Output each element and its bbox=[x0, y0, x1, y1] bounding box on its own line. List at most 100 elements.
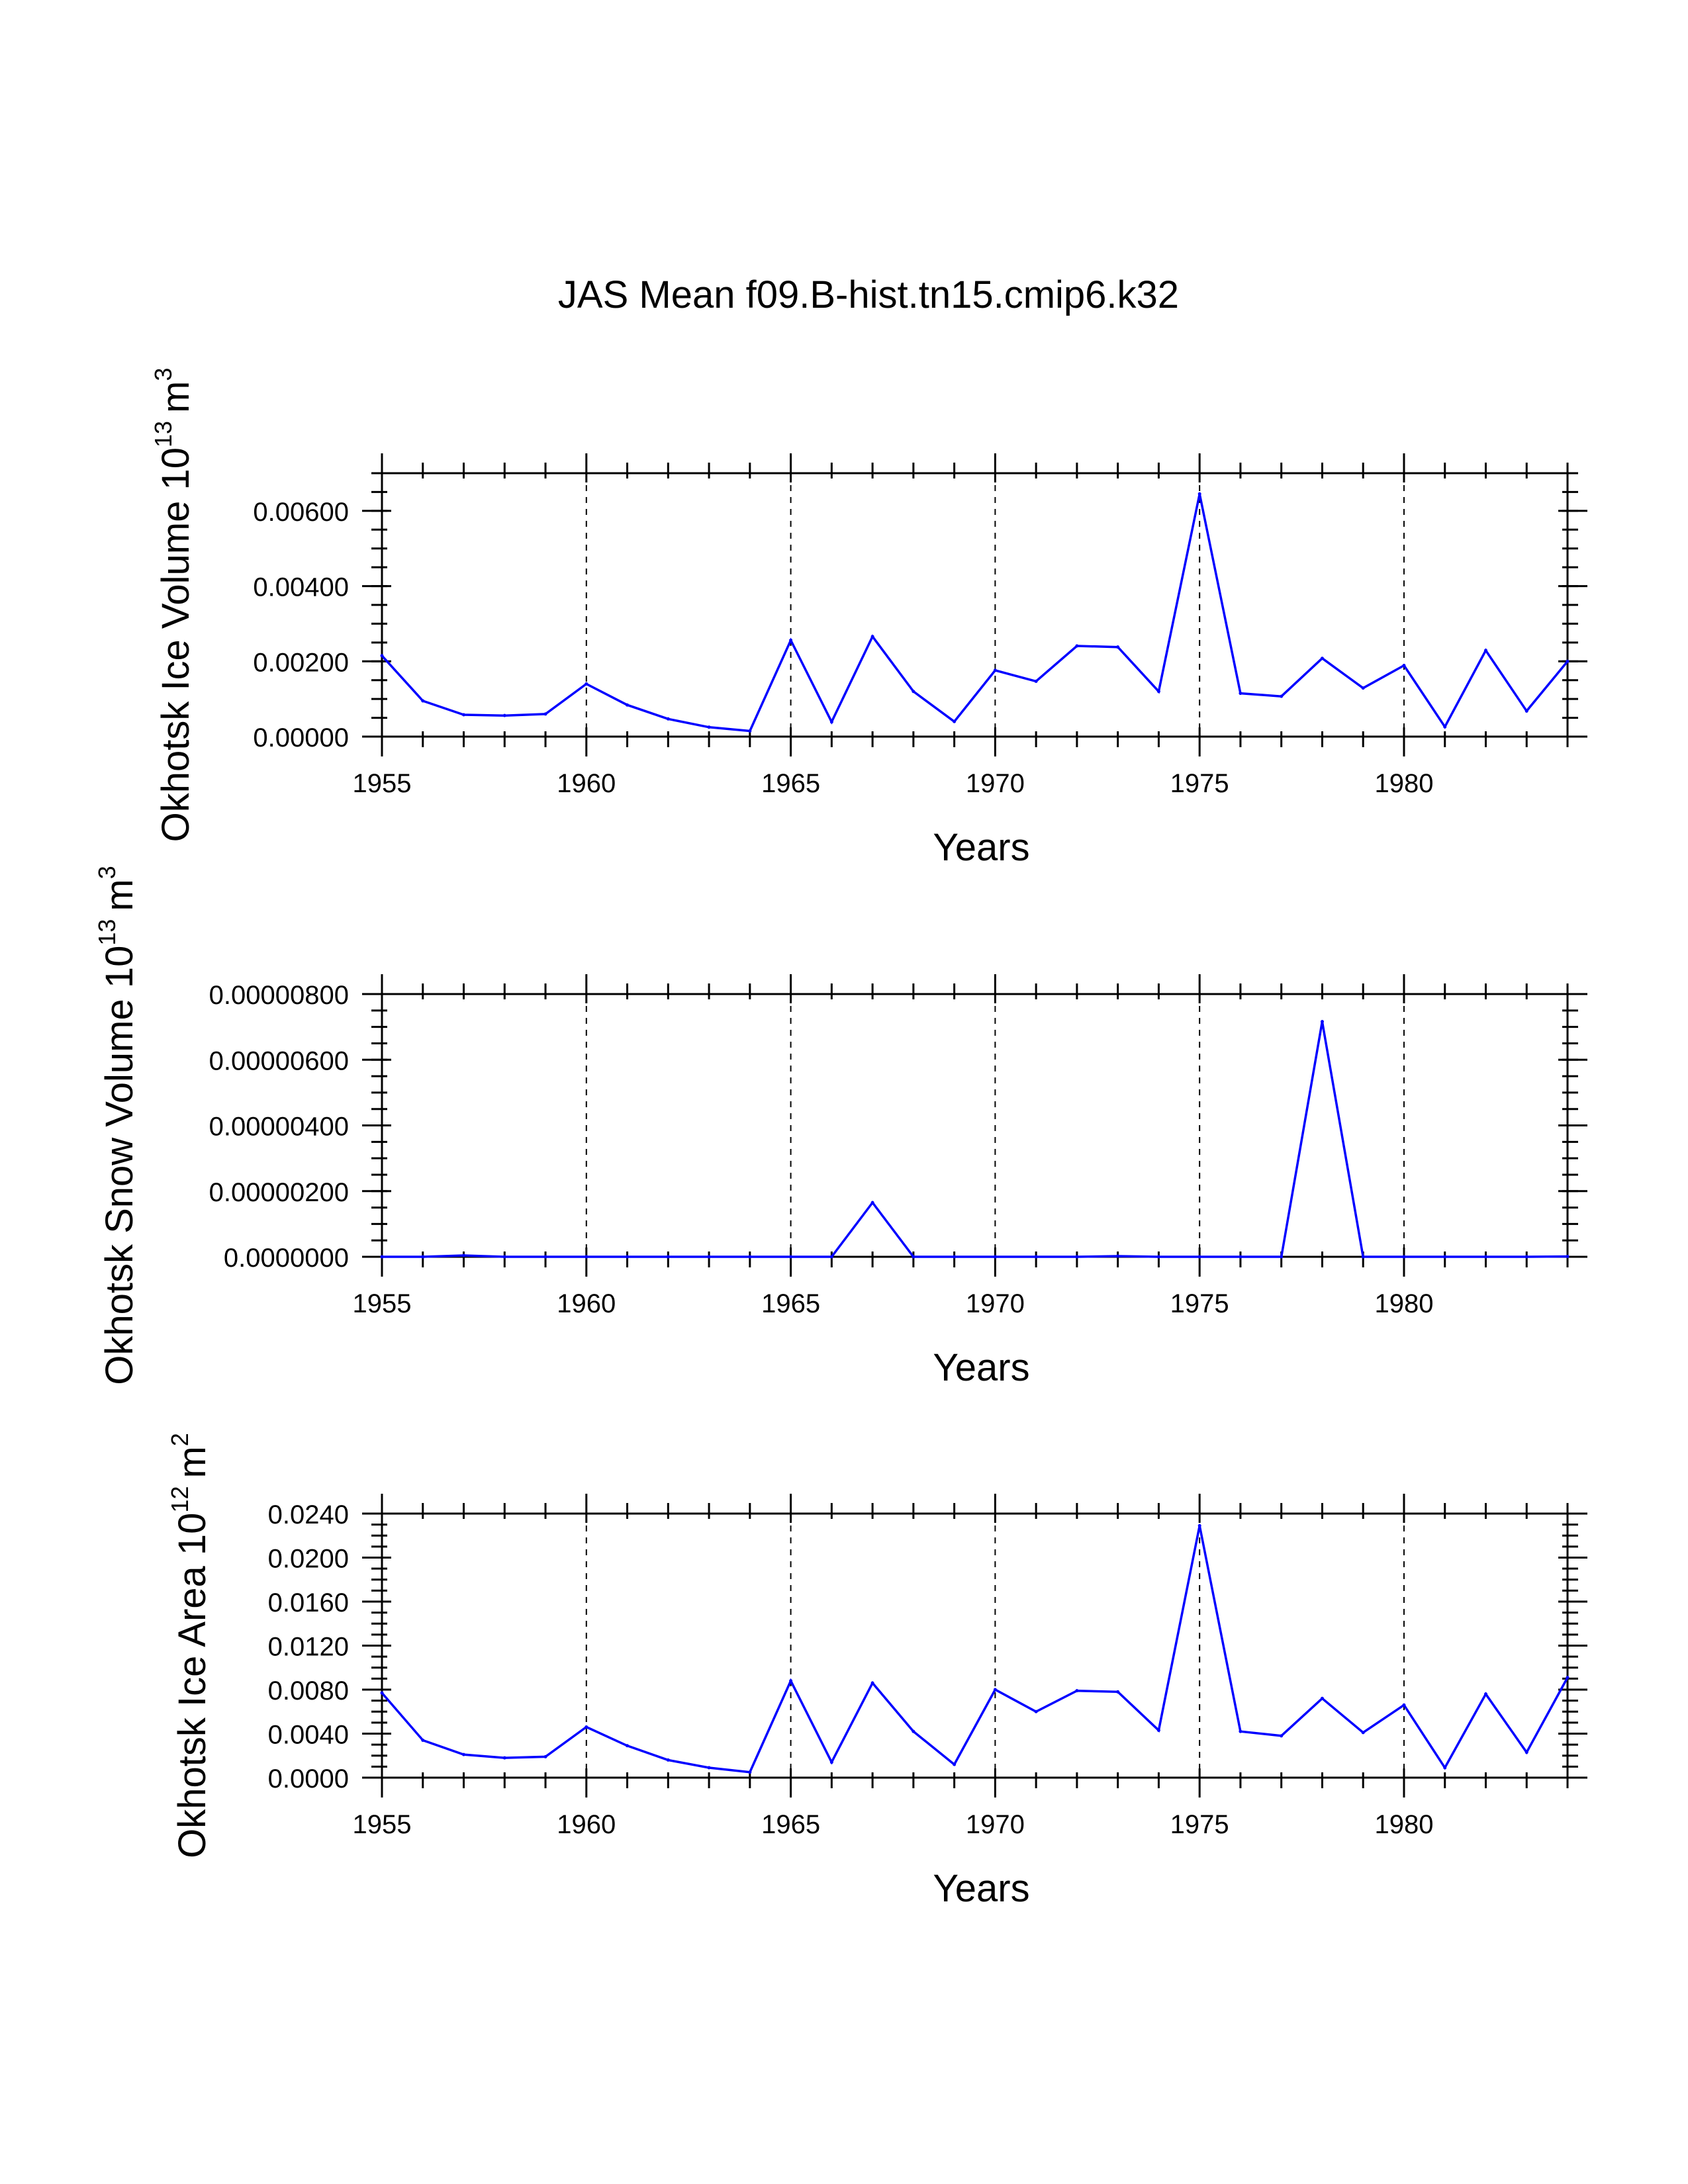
data-point-1976 bbox=[1239, 1729, 1243, 1733]
data-point-1969 bbox=[953, 1762, 957, 1766]
y-tick-label: 0.00200 bbox=[253, 648, 349, 677]
y-tick-label: 0.00000400 bbox=[209, 1113, 349, 1142]
x-tick-label: 1960 bbox=[557, 769, 616, 798]
data-point-1978 bbox=[1320, 1020, 1324, 1024]
data-point-1959 bbox=[543, 1754, 547, 1758]
y-axis-label: Okhotsk Snow Volume 1013 m3 bbox=[93, 866, 141, 1385]
plot-frame bbox=[381, 472, 1569, 738]
y-tick-label: 0.0000000 bbox=[224, 1244, 349, 1273]
data-point-1970 bbox=[993, 1688, 997, 1692]
x-tick-label: 1975 bbox=[1170, 1289, 1229, 1318]
y-axis-label-text: Okhotsk Ice Area 10 bbox=[171, 1513, 214, 1858]
y-axis-label-unit-exponent: 2 bbox=[166, 1433, 193, 1446]
y-axis-label-text: Okhotsk Ice Volume 10 bbox=[154, 447, 197, 842]
series-line bbox=[382, 1021, 1568, 1258]
data-point-1969 bbox=[953, 719, 957, 723]
data-point-1960 bbox=[585, 1255, 588, 1259]
chart-title: JAS Mean f09.B-hist.tn15.cmip6.k32 bbox=[558, 273, 1179, 316]
data-point-1965 bbox=[789, 638, 793, 642]
data-point-1956 bbox=[421, 699, 425, 703]
data-point-1970 bbox=[993, 1255, 997, 1259]
data-point-1972 bbox=[1075, 1255, 1079, 1259]
y-tick-label: 0.0000 bbox=[268, 1764, 349, 1794]
data-point-1978 bbox=[1320, 1696, 1324, 1700]
data-point-1977 bbox=[1280, 694, 1284, 698]
data-point-1976 bbox=[1239, 692, 1243, 696]
data-point-1966 bbox=[829, 1255, 833, 1259]
data-point-1962 bbox=[666, 1758, 670, 1762]
x-tick-label: 1980 bbox=[1374, 1810, 1433, 1839]
y-axis-label-text: Okhotsk Snow Volume 10 bbox=[98, 946, 141, 1385]
data-point-1967 bbox=[870, 635, 874, 639]
x-tick-label: 1975 bbox=[1170, 769, 1229, 798]
x-tick-label: 1955 bbox=[353, 769, 412, 798]
data-point-1962 bbox=[666, 1255, 670, 1259]
data-point-1982 bbox=[1483, 1255, 1487, 1259]
data-point-1983 bbox=[1524, 1255, 1528, 1259]
panel-3: 0.0000 0.0040 0.0080 0.0120 0.0160 0.0200 0.02… bbox=[166, 1433, 1587, 1910]
data-point-1981 bbox=[1443, 1255, 1447, 1259]
data-point-1979 bbox=[1361, 686, 1365, 690]
data-point-1980 bbox=[1402, 1703, 1406, 1707]
data-point-1966 bbox=[829, 720, 833, 724]
x-tick-label: 1980 bbox=[1374, 1289, 1433, 1318]
data-point-1973 bbox=[1116, 645, 1120, 649]
series-line bbox=[381, 1525, 1569, 1774]
x-tick-label: 1975 bbox=[1170, 1810, 1229, 1839]
data-point-1955 bbox=[380, 654, 384, 658]
data-point-1973 bbox=[1116, 1690, 1120, 1694]
data-point-1972 bbox=[1075, 1689, 1079, 1693]
data-point-1982 bbox=[1483, 649, 1487, 653]
data-point-1977 bbox=[1280, 1734, 1284, 1738]
x-tick-label: 1955 bbox=[353, 1289, 412, 1318]
data-point-1975 bbox=[1197, 1524, 1201, 1527]
panel-1: 0.00000 0.00200 0.00400 0.00600 1955 1960 1965… bbox=[150, 368, 1587, 869]
data-point-1961 bbox=[626, 1744, 630, 1748]
data-point-1965 bbox=[789, 1255, 793, 1259]
data-point-1958 bbox=[502, 1255, 506, 1259]
y-axis-label-unit: m bbox=[154, 381, 197, 413]
data-point-1981 bbox=[1443, 1766, 1447, 1770]
data-point-1977 bbox=[1280, 1255, 1284, 1259]
y-axis-label-unit: m bbox=[171, 1446, 214, 1478]
y-tick-label: 0.0200 bbox=[268, 1545, 349, 1574]
data-point-1974 bbox=[1156, 690, 1160, 694]
data-point-1980 bbox=[1402, 664, 1406, 668]
y-tick-label: 0.00000 bbox=[253, 723, 349, 752]
data-point-1971 bbox=[1034, 679, 1038, 683]
data-point-1957 bbox=[462, 713, 466, 717]
data-point-1964 bbox=[748, 729, 752, 733]
data-point-1955 bbox=[380, 1255, 384, 1259]
data-point-1963 bbox=[707, 1766, 711, 1770]
x-axis-label: Years bbox=[933, 1867, 1029, 1910]
data-point-1965 bbox=[789, 1679, 793, 1683]
data-point-1971 bbox=[1034, 1709, 1038, 1713]
data-point-1979 bbox=[1361, 1255, 1365, 1259]
data-point-1957 bbox=[462, 1752, 466, 1756]
data-point-1982 bbox=[1483, 1692, 1487, 1696]
x-tick-label: 1965 bbox=[761, 769, 820, 798]
y-axis-label: Okhotsk Ice Volume 1013 m3 bbox=[150, 368, 197, 842]
data-point-1984 bbox=[1566, 1255, 1570, 1259]
y-tick-label: 0.0040 bbox=[268, 1721, 349, 1750]
data-point-1974 bbox=[1156, 1255, 1160, 1259]
data-point-1971 bbox=[1034, 1255, 1038, 1259]
y-tick-label: 0.00000800 bbox=[209, 981, 349, 1010]
data-point-1979 bbox=[1361, 1731, 1365, 1735]
x-axis-label: Years bbox=[933, 826, 1029, 869]
data-point-1984 bbox=[1566, 1676, 1570, 1680]
y-axis-label-exponent: 12 bbox=[166, 1486, 193, 1513]
data-point-1983 bbox=[1524, 1751, 1528, 1754]
x-tick-label: 1965 bbox=[761, 1810, 820, 1839]
data-point-1978 bbox=[1320, 657, 1324, 660]
data-point-1962 bbox=[666, 717, 670, 721]
data-point-1963 bbox=[707, 725, 711, 729]
x-tick-label: 1960 bbox=[557, 1289, 616, 1318]
data-point-1960 bbox=[585, 1725, 588, 1729]
x-tick-label: 1970 bbox=[966, 1810, 1025, 1839]
data-point-1984 bbox=[1566, 659, 1570, 663]
y-tick-label: 0.00400 bbox=[253, 573, 349, 602]
data-point-1975 bbox=[1197, 1255, 1201, 1259]
series-line bbox=[381, 493, 1569, 733]
